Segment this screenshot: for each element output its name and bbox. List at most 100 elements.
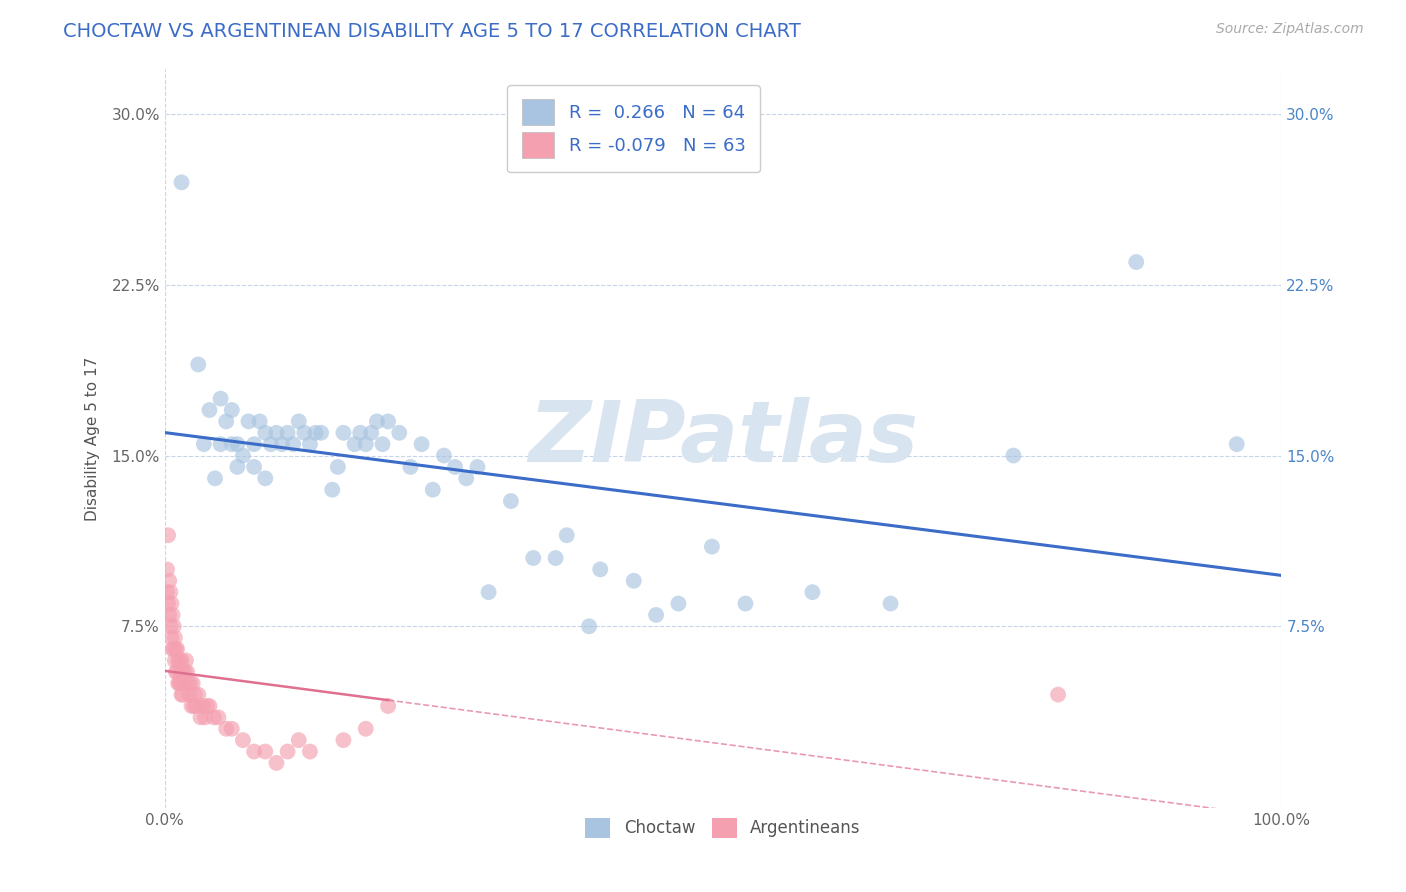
Point (700, 540, 723, 554)
Point (194, 710, 217, 724)
Point (157, 574, 180, 588)
Point (173, 665, 195, 679)
Point (366, 414, 388, 428)
Point (444, 459, 467, 474)
Point (377, 698, 399, 713)
Point (388, 425, 411, 440)
Point (179, 676, 201, 690)
Point (163, 642, 186, 657)
Point (163, 631, 186, 645)
Point (172, 665, 194, 679)
Point (191, 698, 214, 713)
Point (243, 745, 266, 759)
Point (226, 459, 249, 474)
Point (179, 688, 201, 702)
Point (165, 642, 187, 657)
Point (309, 425, 332, 440)
Point (321, 483, 343, 497)
Point (183, 698, 205, 713)
Point (354, 722, 377, 736)
Point (544, 551, 567, 566)
Point (157, 607, 180, 622)
Point (589, 562, 612, 576)
Point (160, 631, 183, 645)
Point (801, 585, 824, 599)
Point (668, 597, 690, 611)
Point (238, 414, 260, 428)
Point (187, 688, 209, 702)
Point (174, 653, 197, 667)
Point (343, 437, 366, 451)
Point (162, 607, 184, 622)
Point (277, 745, 299, 759)
Point (169, 653, 191, 667)
Point (360, 425, 382, 440)
Point (198, 698, 221, 713)
Point (221, 403, 243, 417)
Point (254, 425, 277, 440)
Point (157, 597, 180, 611)
Point (411, 437, 433, 451)
Y-axis label: Disability Age 5 to 17: Disability Age 5 to 17 (86, 357, 100, 521)
Point (193, 437, 215, 451)
Point (162, 642, 184, 657)
Text: Source: ZipAtlas.com: Source: ZipAtlas.com (1216, 22, 1364, 37)
Point (499, 494, 522, 508)
Point (623, 574, 645, 588)
Point (422, 483, 444, 497)
Point (304, 425, 326, 440)
Point (879, 597, 901, 611)
Point (1047, 688, 1070, 702)
Point (159, 585, 181, 599)
Point (215, 722, 238, 736)
Point (243, 437, 266, 451)
Point (578, 619, 600, 633)
Point (433, 449, 456, 463)
Point (254, 471, 277, 485)
Point (645, 607, 668, 622)
Point (266, 756, 288, 770)
Point (166, 642, 188, 657)
Point (187, 358, 209, 372)
Point (156, 585, 179, 599)
Point (478, 585, 501, 599)
Point (467, 459, 489, 474)
Text: CHOCTAW VS ARGENTINEAN DISABILITY AGE 5 TO 17 CORRELATION CHART: CHOCTAW VS ARGENTINEAN DISABILITY AGE 5 … (63, 22, 801, 41)
Point (399, 459, 422, 474)
Point (165, 665, 187, 679)
Point (271, 437, 294, 451)
Point (283, 437, 305, 451)
Point (354, 437, 377, 451)
Point (232, 733, 254, 747)
Point (298, 437, 321, 451)
Point (243, 459, 266, 474)
Legend: Choctaw, Argentineans: Choctaw, Argentineans (579, 811, 868, 845)
Point (1002, 449, 1025, 463)
Point (371, 437, 394, 451)
Point (163, 653, 186, 667)
Point (169, 665, 191, 679)
Point (159, 619, 181, 633)
Point (170, 688, 193, 702)
Point (555, 528, 578, 542)
Point (349, 425, 371, 440)
Point (180, 698, 202, 713)
Point (156, 562, 179, 576)
Point (1125, 255, 1147, 269)
Point (249, 414, 271, 428)
Point (181, 676, 204, 690)
Point (298, 745, 321, 759)
Point (166, 665, 188, 679)
Point (169, 676, 191, 690)
Point (184, 688, 207, 702)
Point (254, 745, 277, 759)
Point (169, 676, 191, 690)
Point (377, 414, 399, 428)
Point (332, 733, 354, 747)
Point (170, 653, 193, 667)
Point (734, 597, 756, 611)
Point (226, 437, 249, 451)
Point (170, 175, 193, 189)
Point (287, 733, 309, 747)
Point (157, 528, 180, 542)
